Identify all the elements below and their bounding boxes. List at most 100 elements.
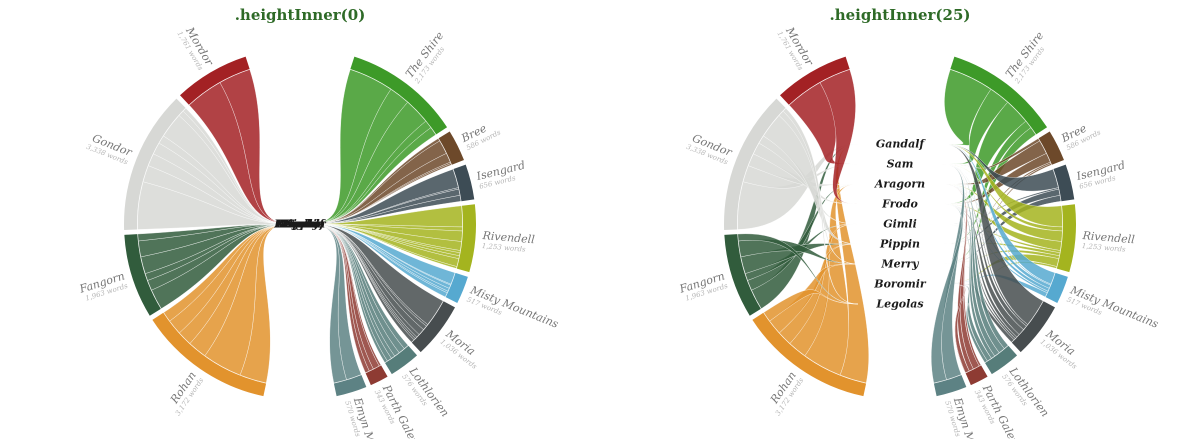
location-label-gondor: Gondor3,338 words [85, 131, 134, 167]
character-label-merry: Merry [280, 218, 320, 231]
character-label-frodo: Frodo [881, 198, 918, 211]
character-labels-layer: Gandalf Sam Aragorn Frodo Gimli Pippin Merry Bo… [873, 138, 927, 311]
location-label-text: Rivendell1,253 words [1080, 229, 1135, 254]
arc-emyn-muil [333, 374, 367, 397]
location-label-rohan: Rohan3,172 words [163, 369, 205, 417]
location-label-text: The Shire2,173 words [1002, 29, 1053, 86]
character-label-pippin: Pippin [879, 238, 920, 251]
location-label-bree: Bree586 words [1058, 117, 1102, 153]
arcs-layer [123, 56, 476, 397]
panel-height-inner-25: .heightInner(25) The Shire2,173 words Bre… [600, 0, 1200, 439]
character-label-legolas: Legolas [275, 218, 323, 231]
arc-lothlorien [985, 345, 1018, 375]
location-label-text: Gondor3,338 words [685, 131, 734, 167]
location-label-rohan: Rohan3,172 words [763, 369, 805, 417]
location-label-text: Rivendell1,253 words [480, 229, 535, 254]
location-label-text: Emyn Muil570 words [343, 395, 381, 439]
location-label-bree: Bree586 words [458, 117, 502, 153]
arc-bree [1038, 131, 1064, 165]
ribbon-emyn-muil-frodo [308, 223, 347, 384]
arc-parth-galen [965, 365, 988, 386]
ribbons-layer [137, 69, 463, 384]
location-label-rivendell: Rivendell1,253 words [1080, 229, 1136, 254]
location-label-moria: Moria1,036 words [439, 327, 479, 371]
location-label-moria: Moria1,036 words [1039, 327, 1079, 371]
ribbon-moria-gandalf [941, 143, 1044, 325]
arc-moria [411, 301, 456, 353]
location-label-text: Isengard656 words [474, 159, 528, 192]
character-label-gimli: Gimli [883, 218, 917, 231]
arc-gondor [123, 98, 186, 230]
location-label-text: Misty Mountains517 words [465, 283, 561, 338]
character-label-aragorn: Aragorn [274, 218, 325, 231]
arc-the-shire [350, 56, 448, 135]
location-label-text: Mordor1,761 words [775, 23, 816, 72]
location-label-text: Fangorn1,963 words [77, 269, 129, 303]
arc-rivendell [1056, 204, 1076, 273]
ribbon-mordor-frodo [219, 69, 292, 225]
location-label-text: Gondor3,338 words [85, 131, 134, 167]
arc-isengard [1053, 164, 1075, 202]
arc-parth-galen [365, 365, 388, 386]
character-label-merry: Merry [880, 258, 920, 271]
arc-rivendell [456, 204, 476, 273]
character-label-aragorn: Aragorn [874, 178, 925, 191]
location-label-isengard: Isengard656 words [1074, 159, 1128, 192]
location-label-the-shire: The Shire2,173 words [402, 29, 453, 86]
arc-mordor [180, 56, 250, 105]
character-label-pippin: Pippin [279, 218, 320, 231]
arc-lothlorien [385, 345, 418, 375]
character-label-boromir: Boromir [273, 218, 327, 231]
arc-rohan [752, 312, 867, 397]
location-label-rivendell: Rivendell1,253 words [480, 229, 536, 254]
character-label-sam: Sam [887, 158, 914, 171]
location-label-mordor: Mordor1,761 words [775, 23, 816, 72]
arc-the-shire [950, 56, 1048, 135]
character-label-sam: Sam [287, 218, 314, 231]
location-label-text: Mordor1,761 words [175, 23, 216, 72]
arc-mordor [780, 56, 850, 105]
location-label-misty-mountains: Misty Mountains517 words [465, 283, 561, 338]
location-label-text: The Shire2,173 words [402, 29, 453, 86]
arc-bree [438, 131, 464, 165]
arc-fangorn [124, 234, 161, 316]
character-label-gandalf: Gandalf [276, 218, 327, 231]
location-label-text: Fangorn1,963 words [677, 269, 729, 303]
location-label-isengard: Isengard656 words [474, 159, 528, 192]
arc-gondor [723, 98, 786, 230]
location-label-gondor: Gondor3,338 words [685, 131, 734, 167]
character-label-gandalf: Gandalf [876, 138, 927, 151]
ribbon-mordor-frodo [819, 69, 859, 205]
location-label-text: Rohan3,172 words [163, 369, 205, 417]
character-label-frodo: Frodo [281, 218, 318, 231]
character-label-legolas: Legolas [875, 298, 923, 311]
location-label-fangorn: Fangorn1,963 words [677, 269, 729, 303]
location-label-text: Bree586 words [1058, 117, 1102, 153]
character-label-gimli: Gimli [283, 218, 317, 231]
location-label-text: Isengard656 words [1074, 159, 1128, 192]
ribbon-parth-galen-boromir [941, 283, 970, 374]
location-label-text: Rohan3,172 words [763, 369, 805, 417]
ribbons-layer [737, 69, 1063, 384]
ribbon-rohan-legolas [763, 289, 859, 322]
arc-misty-mountains [445, 272, 468, 303]
ribbon-fangorn-legolas [737, 233, 859, 305]
location-label-misty-mountains: Misty Mountains517 words [1065, 283, 1161, 338]
location-label-emyn-muil: Emyn Muil570 words [343, 395, 381, 439]
location-label-text: Misty Mountains517 words [1065, 283, 1161, 338]
character-labels-layer: GandalfSamAragornFrodoGimliPippinMerryBo… [273, 218, 327, 231]
arcs-layer [723, 56, 1076, 397]
arc-isengard [453, 164, 475, 202]
location-label-mordor: Mordor1,761 words [175, 23, 216, 72]
character-label-boromir: Boromir [873, 278, 927, 291]
ribbon-gondor-legolas [782, 107, 859, 305]
location-label-text: Bree586 words [458, 117, 502, 153]
location-label-emyn-muil: Emyn Muil570 words [943, 395, 981, 439]
location-label-fangorn: Fangorn1,963 words [77, 269, 129, 303]
arc-emyn-muil [933, 374, 967, 397]
